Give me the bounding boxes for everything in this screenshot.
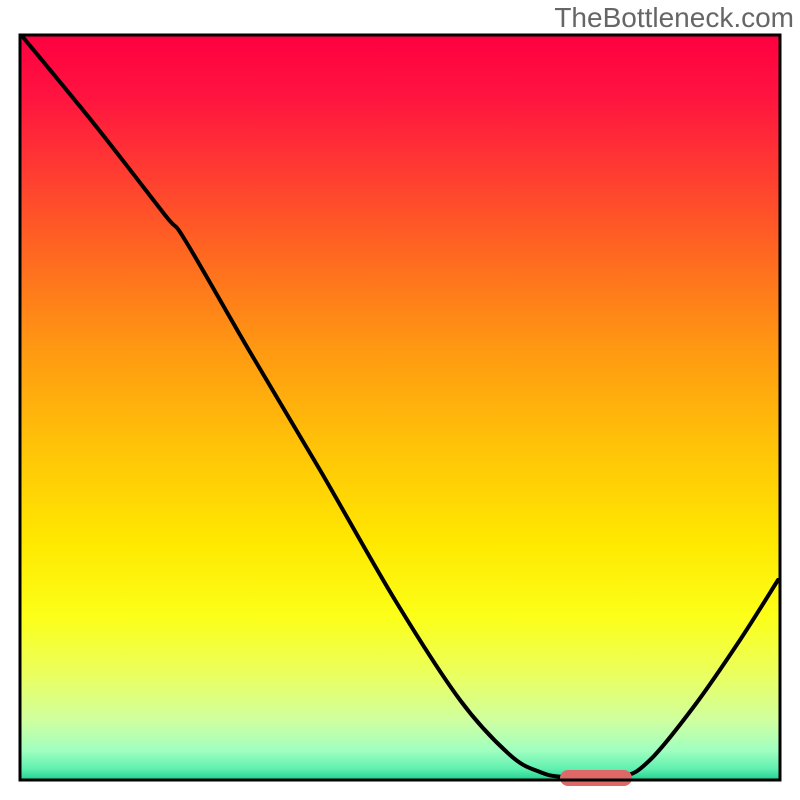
optimal-marker — [560, 770, 632, 786]
bottleneck-chart: TheBottleneck.com — [0, 0, 800, 800]
watermark-text: TheBottleneck.com — [554, 2, 794, 34]
chart-svg — [0, 0, 800, 800]
gradient-background — [20, 35, 780, 780]
